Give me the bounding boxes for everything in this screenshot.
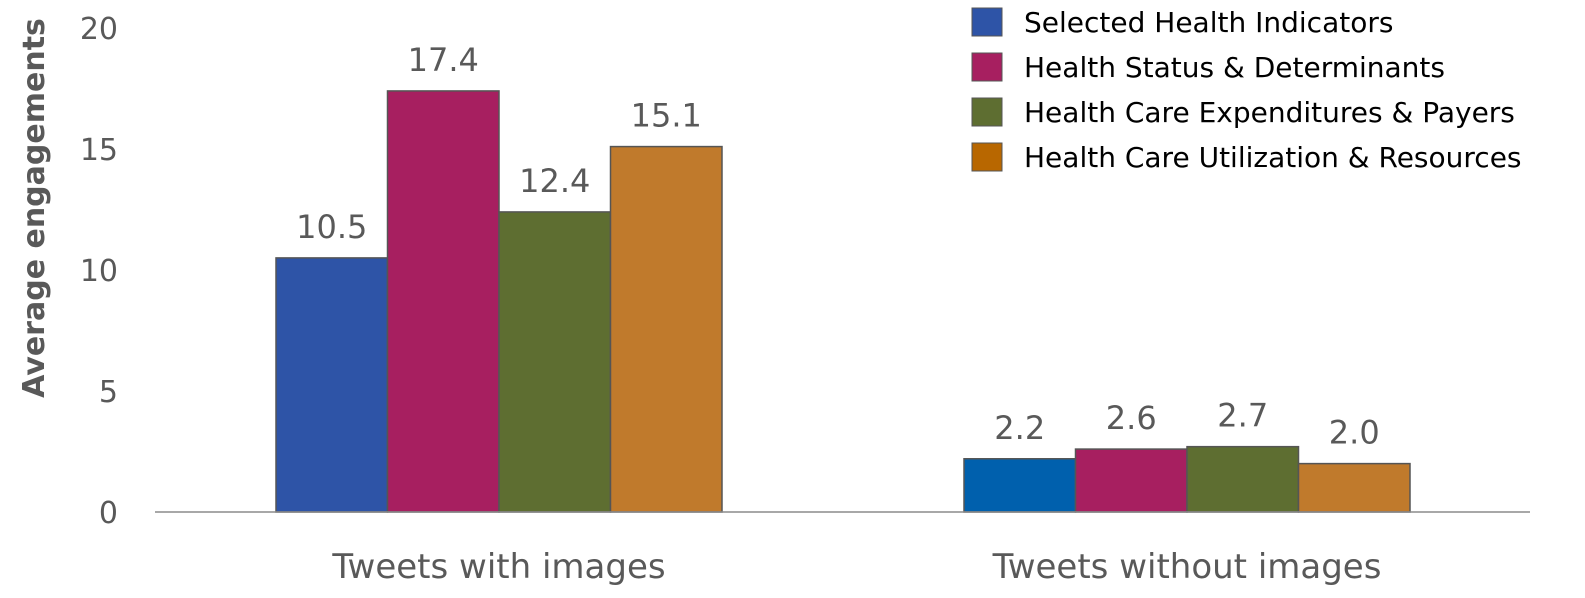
legend-entry: Selected Health Indicators [1024, 6, 1393, 39]
data-label: 15.1 [631, 97, 702, 135]
legend-entry: Health Care Expenditures & Payers [1024, 96, 1515, 129]
legend-entry: Health Status & Determinants [1024, 51, 1445, 84]
x-tick-label: Tweets with images [331, 547, 665, 587]
legend: Selected Health Indicators Health Status … [971, 6, 1522, 174]
y-axis-label: Average engagements [17, 18, 52, 398]
legend-swatch [971, 52, 1003, 82]
y-tick-label: 5 [99, 375, 118, 410]
bar [609, 145, 723, 513]
bar [1074, 448, 1188, 513]
legend-entry: Health Care Utilization & Resources [1024, 141, 1522, 174]
bar [963, 458, 1077, 513]
y-tick-label: 0 [99, 496, 118, 531]
bar [1297, 462, 1411, 513]
bar [275, 257, 389, 513]
data-label: 2.0 [1329, 414, 1380, 452]
y-tick-label: 15 [80, 133, 118, 168]
legend-swatch [971, 97, 1003, 127]
data-label: 10.5 [296, 208, 367, 246]
y-tick-label: 20 [80, 12, 118, 47]
bar [498, 211, 612, 513]
legend-swatch [971, 142, 1003, 172]
data-label: 2.2 [994, 409, 1045, 447]
data-label: 12.4 [519, 162, 590, 200]
y-tick-label: 10 [80, 254, 118, 289]
legend-swatch [971, 7, 1003, 37]
data-label: 17.4 [408, 41, 479, 79]
data-label: 2.6 [1106, 399, 1157, 437]
data-label: 2.7 [1217, 397, 1268, 435]
x-tick-label: Tweets without images [992, 547, 1382, 587]
bar [1186, 445, 1300, 513]
bar [386, 90, 500, 513]
